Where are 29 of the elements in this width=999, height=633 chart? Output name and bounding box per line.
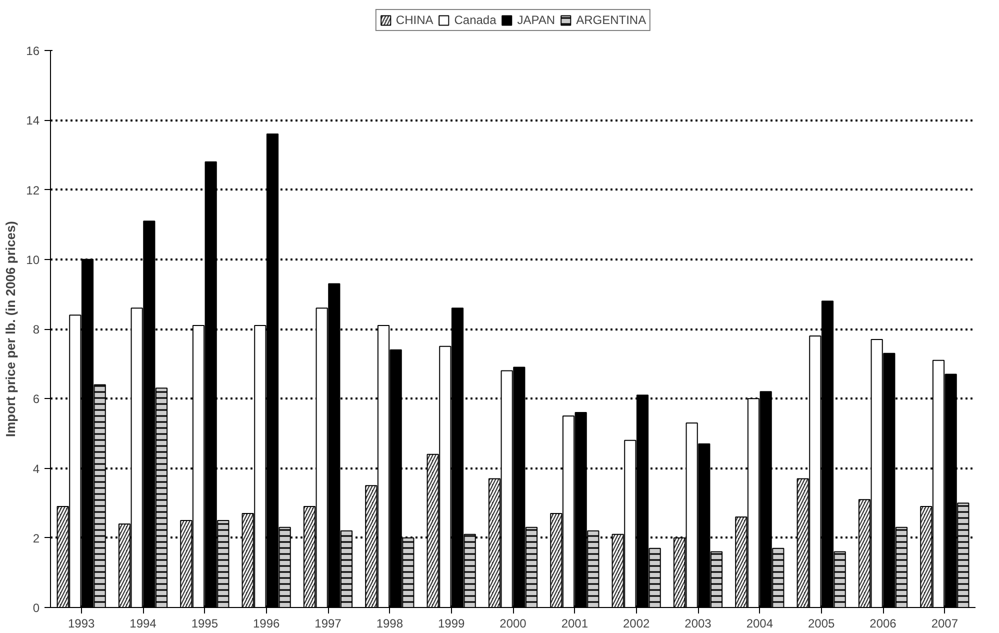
x-tick-label: 2004 [746, 616, 774, 630]
y-tick-label: 16 [26, 44, 40, 58]
y-tick-label: 2 [32, 531, 40, 546]
y-tick-label: 10 [26, 252, 40, 267]
legend-label: JAPAN [517, 13, 556, 27]
x-tick-label: 1999 [438, 616, 466, 630]
x-tick-label: 1994 [130, 616, 157, 630]
x-tick-label: 2006 [870, 616, 897, 630]
x-tick-label: 1998 [376, 616, 404, 630]
x-tick-label: 1996 [252, 616, 280, 630]
x-tick-label: 2000 [500, 616, 527, 630]
x-tick-label: 2005 [808, 616, 836, 630]
x-tick-label: 1993 [68, 616, 96, 630]
y-tick-label: 8 [32, 322, 40, 336]
legend-label: CHINA [396, 13, 434, 27]
x-tick-label: 2001 [561, 616, 588, 630]
x-tick-label: 1997 [314, 616, 342, 630]
y-tick-label: 4 [32, 462, 40, 476]
y-tick-label: 0 [32, 601, 40, 615]
x-tick-label: 2007 [931, 616, 958, 630]
legend-label: ARGENTINA [576, 13, 646, 27]
x-tick-label: 2003 [684, 616, 712, 630]
y-tick-label: 6 [32, 392, 40, 406]
y-tick-label: 14 [26, 114, 40, 128]
x-tick-label: 2002 [622, 616, 650, 630]
y-tick-label: 12 [26, 183, 40, 198]
x-tick-label: 1995 [191, 616, 218, 630]
legend-label: Canada [454, 13, 496, 27]
y-axis-title: Import price per lb. (in 2006 prices) [3, 220, 18, 438]
